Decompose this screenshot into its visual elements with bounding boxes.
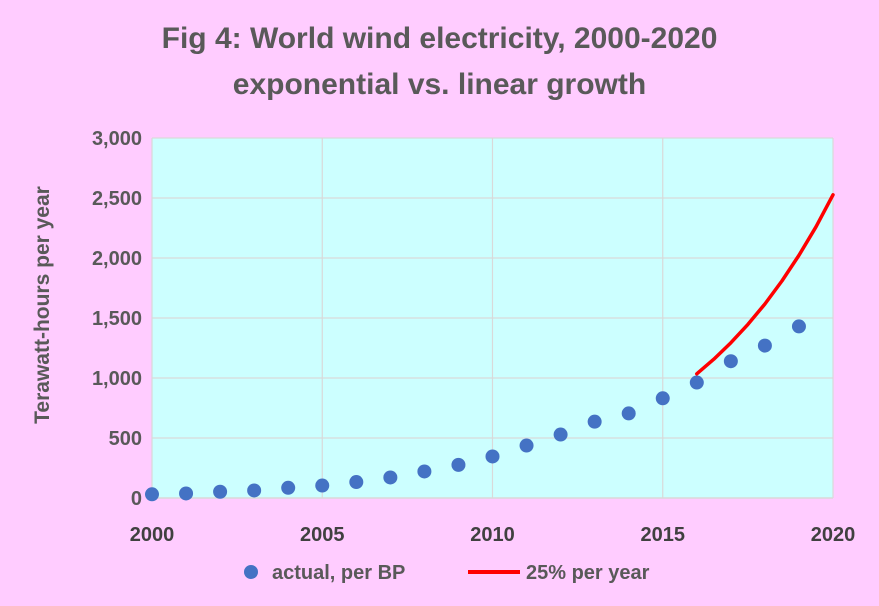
data-point xyxy=(587,414,602,429)
y-tick-label: 0 xyxy=(131,488,142,510)
y-tick-label: 2,000 xyxy=(92,248,142,270)
data-point xyxy=(689,375,704,390)
chart-title: Fig 4: World wind electricity, 2000-2020 xyxy=(161,22,718,55)
data-point xyxy=(655,391,670,406)
data-point xyxy=(757,338,772,353)
y-tick-label: 500 xyxy=(109,428,142,450)
y-tick-label: 2,500 xyxy=(92,188,142,210)
data-point xyxy=(383,470,398,485)
legend-marker-actual xyxy=(244,565,258,579)
data-point xyxy=(247,483,262,498)
x-tick-label: 2000 xyxy=(130,524,175,546)
x-tick-label: 2010 xyxy=(470,524,515,546)
data-point xyxy=(791,319,806,334)
legend-label-25-percent: 25% per year xyxy=(526,562,650,584)
chart-subtitle: exponential vs. linear growth xyxy=(232,68,647,101)
data-point xyxy=(553,427,568,442)
data-point xyxy=(417,464,432,479)
data-point xyxy=(315,478,330,493)
data-point xyxy=(213,484,228,499)
data-point xyxy=(519,438,534,453)
data-point xyxy=(145,487,159,502)
data-point xyxy=(451,457,466,472)
data-point xyxy=(349,475,364,490)
data-point xyxy=(723,354,738,369)
y-tick-label: 3,000 xyxy=(92,128,142,150)
legend-label-actual: actual, per BP xyxy=(272,562,405,584)
x-tick-label: 2020 xyxy=(811,524,856,546)
y-tick-label: 1,500 xyxy=(92,308,142,330)
x-tick-label: 2015 xyxy=(641,524,686,546)
series-line-25-percent xyxy=(695,193,835,376)
data-point xyxy=(281,480,296,495)
x-tick-label: 2005 xyxy=(300,524,345,546)
data-point xyxy=(485,449,500,464)
data-point xyxy=(179,486,194,501)
data-point xyxy=(621,406,636,421)
y-tick-label: 1,000 xyxy=(92,368,142,390)
